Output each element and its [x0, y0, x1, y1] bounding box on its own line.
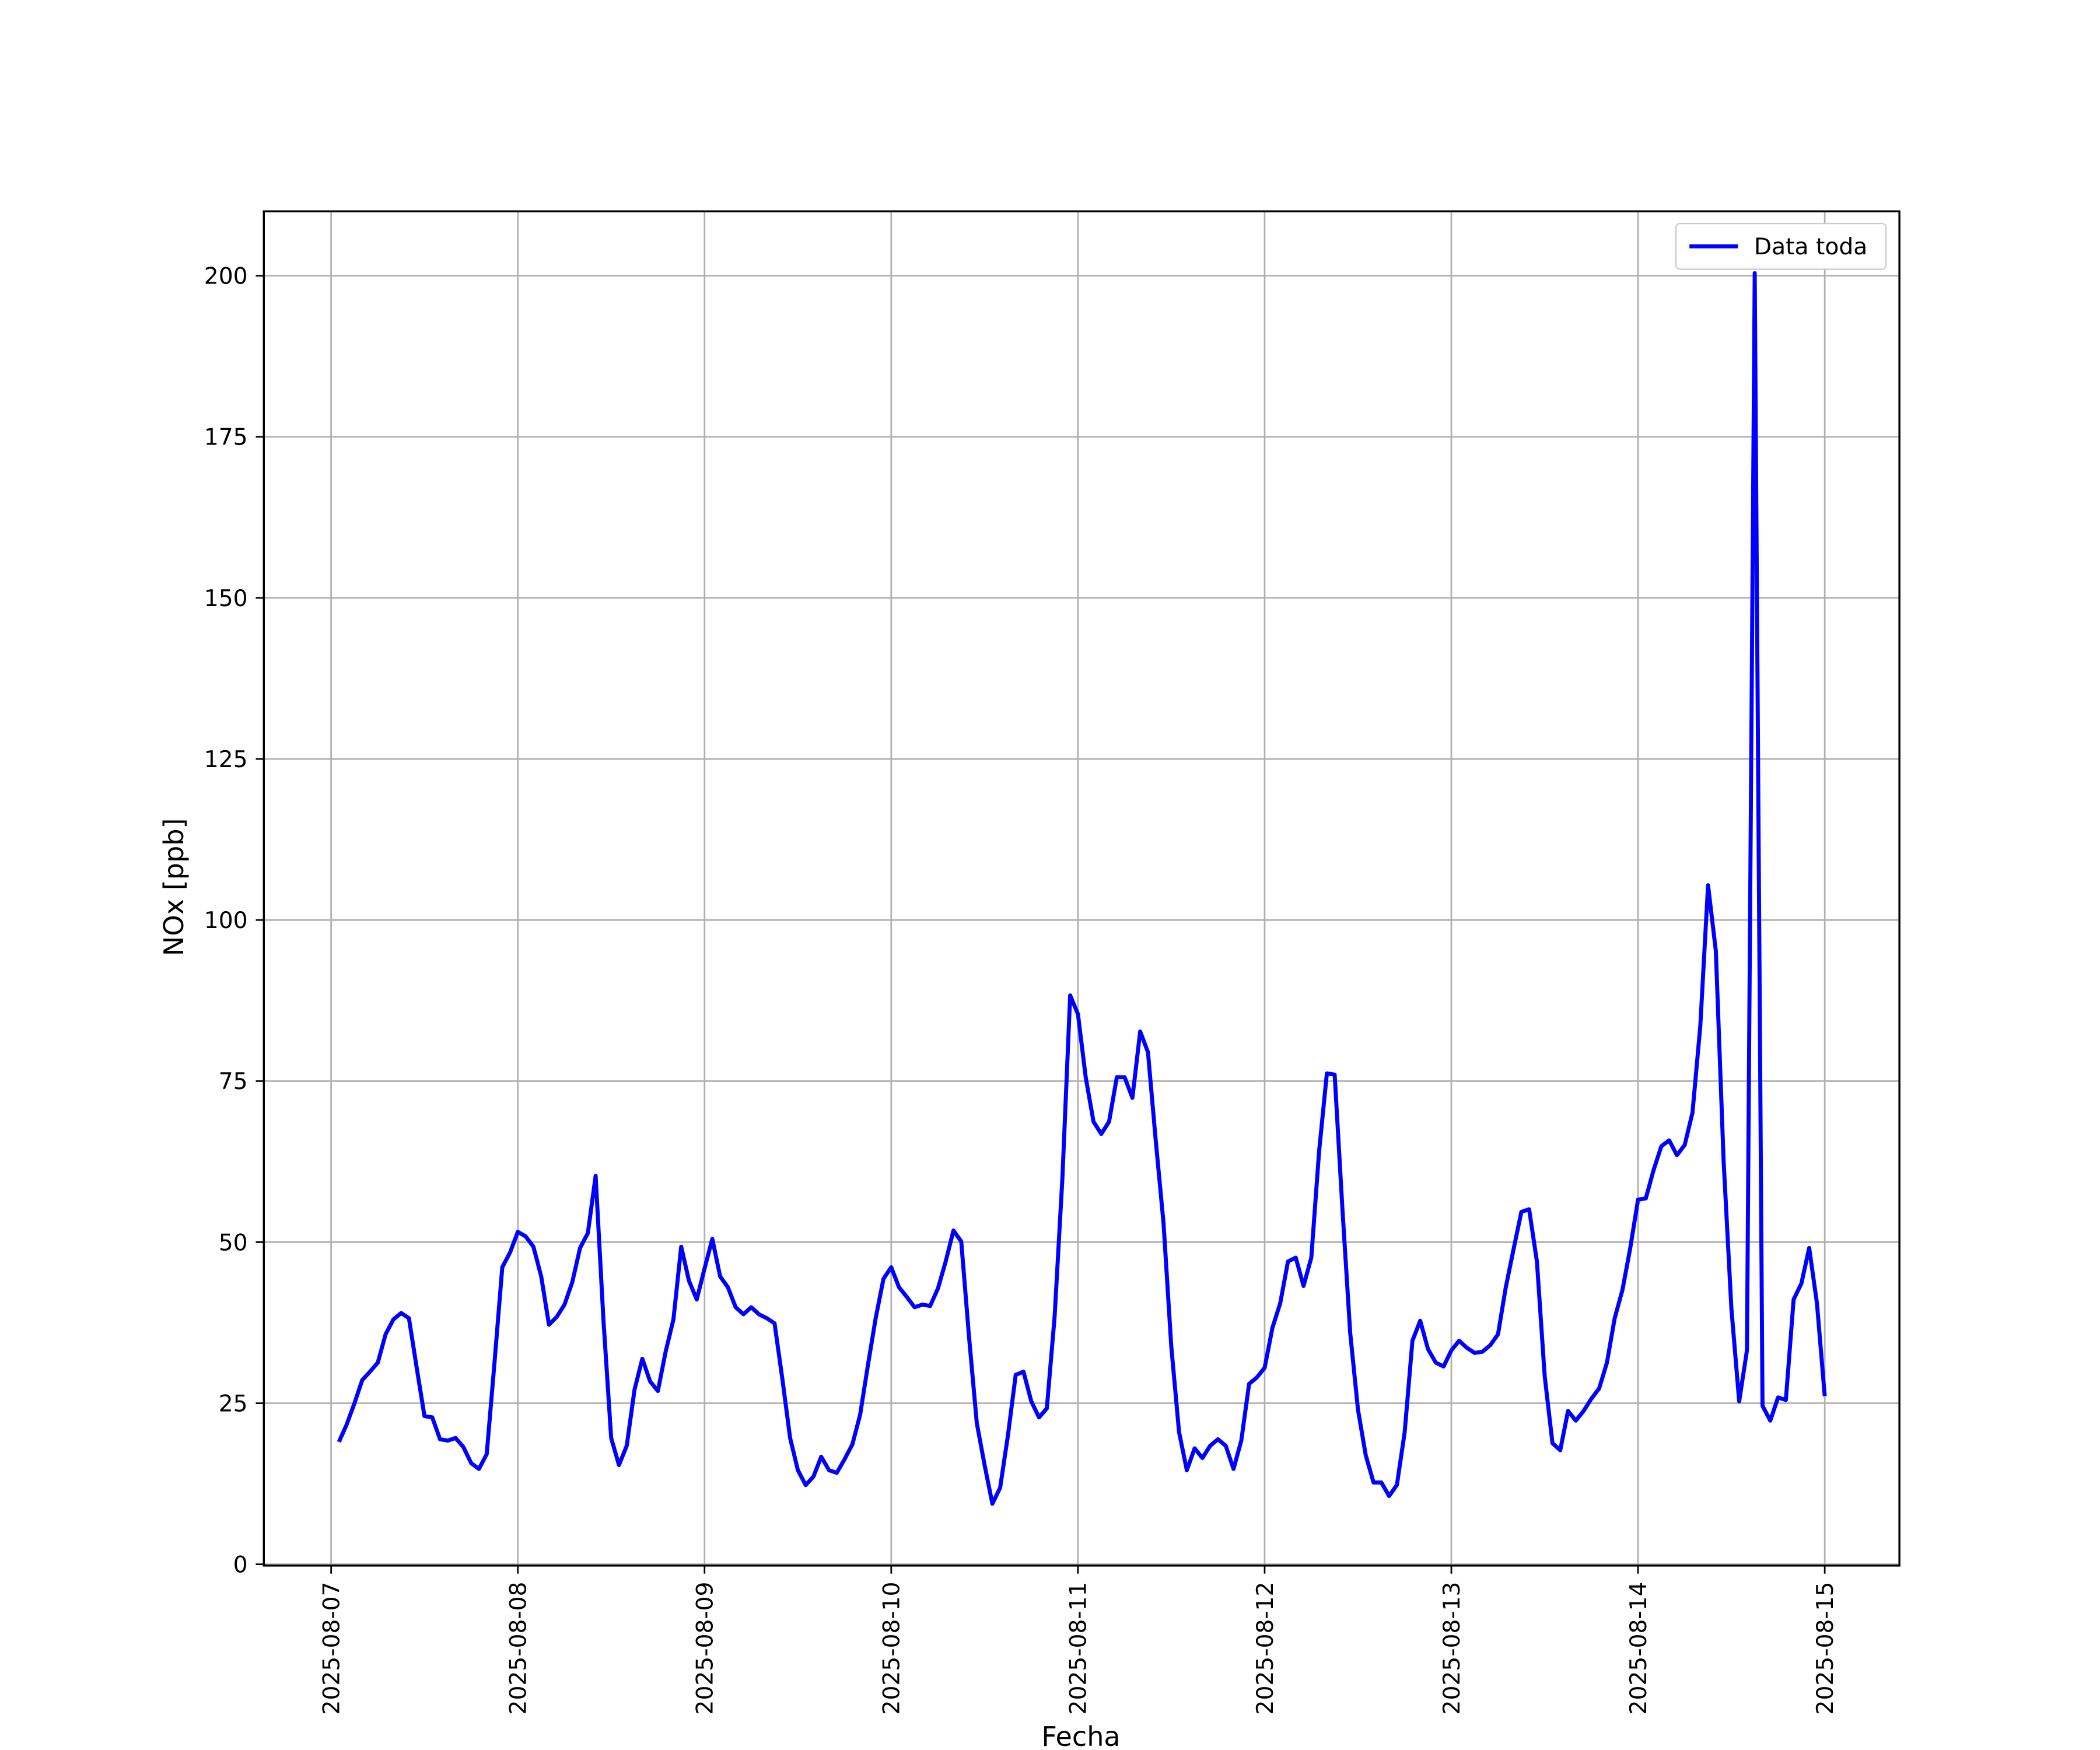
x-tick-label: 2025-08-07 — [319, 1582, 345, 1715]
y-tick-label: 100 — [204, 908, 248, 934]
x-tick-label: 2025-08-13 — [1439, 1582, 1465, 1715]
y-tick-label: 0 — [233, 1552, 248, 1578]
x-tick-label: 2025-08-15 — [1812, 1582, 1839, 1715]
legend-box — [1675, 222, 1887, 270]
x-axis-label: Fecha — [1041, 1721, 1120, 1750]
x-tick-label: 2025-08-09 — [692, 1582, 719, 1715]
x-tick-label: 2025-08-08 — [506, 1582, 532, 1715]
y-tick-label: 75 — [219, 1069, 248, 1095]
y-tick-label: 200 — [204, 264, 248, 290]
y-tick-label: 150 — [204, 586, 248, 612]
x-tick-label: 2025-08-10 — [879, 1582, 905, 1715]
x-tick-label: 2025-08-12 — [1252, 1582, 1279, 1715]
y-tick-label: 25 — [219, 1391, 248, 1417]
plot-frame — [262, 210, 1901, 1567]
y-axis-label: NOx [ppb] — [158, 818, 190, 956]
x-tick-label: 2025-08-11 — [1066, 1582, 1092, 1715]
y-tick-label: 50 — [219, 1230, 248, 1256]
y-tick-label: 175 — [204, 425, 248, 451]
legend-label: Data toda — [1754, 234, 1867, 260]
x-tick-label: 2025-08-14 — [1626, 1582, 1652, 1715]
y-tick-label: 125 — [204, 747, 248, 773]
data-line — [337, 271, 1827, 1506]
